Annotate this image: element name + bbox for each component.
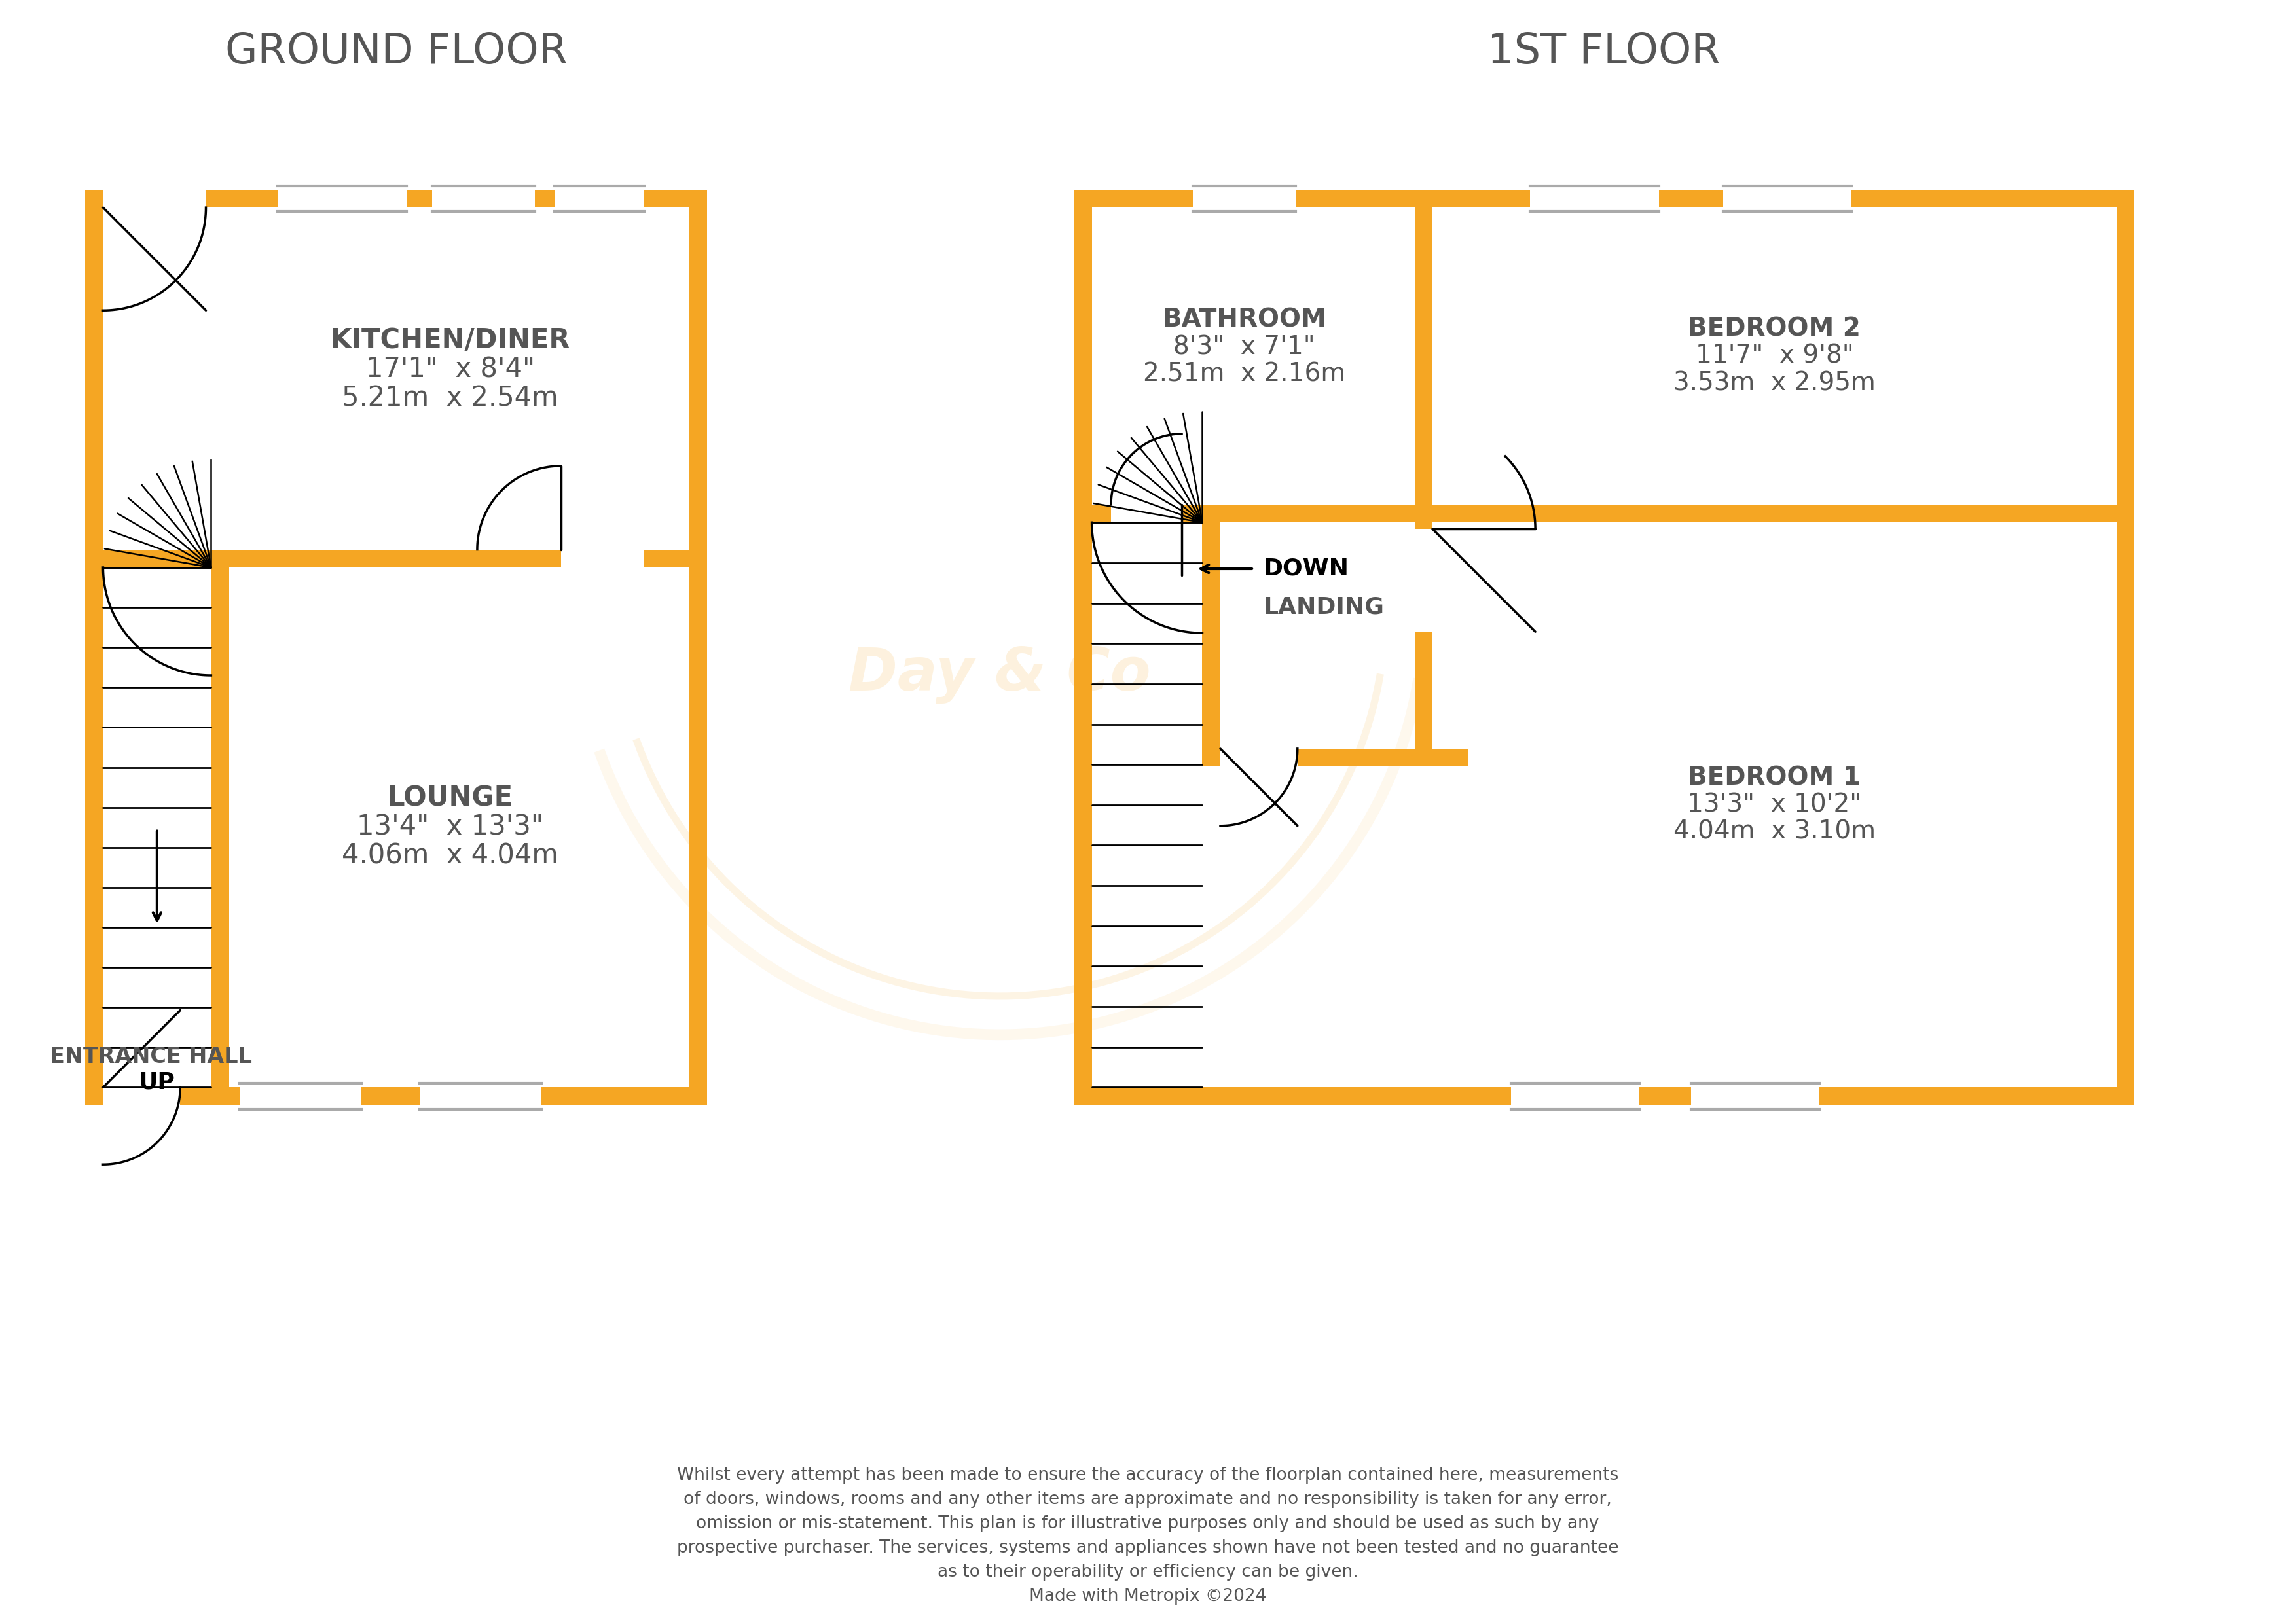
Bar <box>1219 748 1297 766</box>
Bar <box>1414 189 1433 522</box>
Text: 4.04m  x 3.10m: 4.04m x 3.10m <box>1674 819 1876 844</box>
Text: 4.06m  x 4.04m: 4.06m x 4.04m <box>342 842 558 869</box>
Text: 13'4"  x 13'3": 13'4" x 13'3" <box>356 813 544 840</box>
Text: 1ST FLOOR: 1ST FLOOR <box>1488 31 1720 71</box>
Text: KITCHEN/DINER: KITCHEN/DINER <box>331 326 569 354</box>
Text: UP: UP <box>138 1071 174 1094</box>
Text: 17'1"  x 8'4": 17'1" x 8'4" <box>365 356 535 383</box>
Text: 11'7"  x 9'8": 11'7" x 9'8" <box>1694 344 1853 368</box>
Text: 8'3"  x 7'1": 8'3" x 7'1" <box>1173 335 1316 359</box>
Text: GROUND FLOOR: GROUND FLOOR <box>225 31 567 71</box>
Bar <box>103 189 207 207</box>
Bar <box>420 1088 542 1105</box>
Bar <box>1511 1088 1639 1105</box>
Text: Day & Co: Day & Co <box>850 646 1150 703</box>
Bar <box>432 189 535 207</box>
Bar <box>85 189 707 207</box>
Text: DOWN: DOWN <box>1263 558 1350 580</box>
Bar <box>1075 504 1433 522</box>
Bar <box>103 1088 179 1105</box>
Bar <box>1075 189 1093 1105</box>
Bar <box>1075 1088 2135 1105</box>
Bar <box>85 1088 707 1105</box>
Text: BEDROOM 2: BEDROOM 2 <box>1688 317 1860 341</box>
Bar <box>1414 748 1469 766</box>
Bar <box>2117 189 2135 1105</box>
Bar <box>1529 189 1658 207</box>
Bar <box>211 549 230 1105</box>
Text: Whilst every attempt has been made to ensure the accuracy of the floorplan conta: Whilst every attempt has been made to en… <box>677 1467 1619 1605</box>
Bar <box>689 189 707 1105</box>
Bar <box>1414 504 2135 522</box>
Bar <box>103 549 211 567</box>
Bar <box>560 549 645 567</box>
Bar <box>553 189 645 207</box>
Text: LOUNGE: LOUNGE <box>388 784 512 811</box>
Text: 13'3"  x 10'2": 13'3" x 10'2" <box>1688 792 1862 818</box>
Bar <box>1722 189 1851 207</box>
Bar <box>1414 504 1433 766</box>
Text: BEDROOM 1: BEDROOM 1 <box>1688 766 1860 790</box>
Bar <box>1690 1088 1818 1105</box>
Text: 2.51m  x 2.16m: 2.51m x 2.16m <box>1143 362 1345 386</box>
Text: ENTRANCE HALL: ENTRANCE HALL <box>51 1046 253 1067</box>
Text: 3.53m  x 2.95m: 3.53m x 2.95m <box>1674 370 1876 396</box>
Bar <box>211 549 689 567</box>
Bar <box>1203 504 1219 766</box>
Bar <box>239 1088 360 1105</box>
Bar <box>278 189 406 207</box>
Text: BATHROOM: BATHROOM <box>1162 307 1327 333</box>
Bar <box>1414 528 1433 632</box>
Text: LANDING: LANDING <box>1263 596 1384 619</box>
Bar <box>1075 189 2135 207</box>
Bar <box>1192 189 1295 207</box>
Text: 5.21m  x 2.54m: 5.21m x 2.54m <box>342 385 558 412</box>
Bar <box>85 189 103 1105</box>
Bar <box>1203 748 1433 766</box>
Bar <box>1111 504 1182 522</box>
